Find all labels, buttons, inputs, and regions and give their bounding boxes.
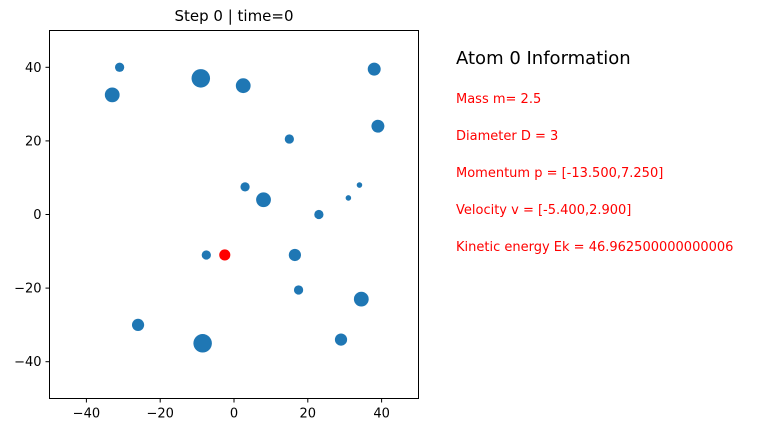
atom-point (201, 250, 211, 260)
points-layer (104, 62, 385, 353)
chart-title: Step 0 | time=0 (174, 7, 293, 25)
atom-point (367, 62, 381, 76)
scatter-plot: Step 0 | time=0 −40 −20 0 20 40 −40 −20 0 20 40 (14, 7, 419, 422)
atom-point (371, 119, 385, 133)
atom-point (314, 209, 324, 220)
x-axis-ticks: −40 −20 0 20 40 (73, 398, 390, 422)
y-tick-label: 0 (33, 208, 41, 223)
atom-point (356, 182, 363, 188)
y-tick-label: 40 (25, 61, 42, 76)
info-title: Atom 0 Information (456, 48, 631, 69)
x-tick-label: −40 (73, 407, 100, 422)
atom-point (240, 182, 250, 192)
y-tick-label: −20 (14, 282, 41, 297)
atom-point (193, 334, 212, 353)
atom-point (191, 69, 211, 88)
y-tick-label: 20 (25, 134, 42, 149)
x-tick-label: 0 (230, 407, 238, 422)
x-tick-label: 20 (300, 407, 317, 422)
atom-0-point (219, 249, 231, 261)
atom-point (284, 134, 294, 144)
y-tick-label: −40 (14, 355, 41, 370)
info-kinetic-energy: Kinetic energy Ek = 46.962500000000006 (456, 240, 734, 255)
info-velocity: Velocity v = [-5.400,2.900] (456, 203, 632, 218)
y-axis-ticks: −40 −20 0 20 40 (14, 61, 50, 370)
atom-point (293, 285, 304, 295)
info-momentum: Momentum p = [-13.500,7.250] (456, 166, 664, 181)
atom-point (353, 291, 369, 307)
atom-point (235, 78, 251, 94)
atom-point (288, 248, 301, 262)
atom-point (334, 333, 348, 346)
atom-point (256, 192, 271, 208)
atom-point (114, 62, 125, 72)
plot-frame (49, 30, 419, 399)
x-tick-label: −20 (146, 407, 173, 422)
info-diameter: Diameter D = 3 (456, 129, 559, 144)
info-mass: Mass m= 2.5 (456, 92, 542, 107)
atom-point (345, 195, 352, 201)
atom-point (104, 87, 120, 103)
x-tick-label: 40 (373, 407, 390, 422)
atom-point (131, 318, 145, 332)
